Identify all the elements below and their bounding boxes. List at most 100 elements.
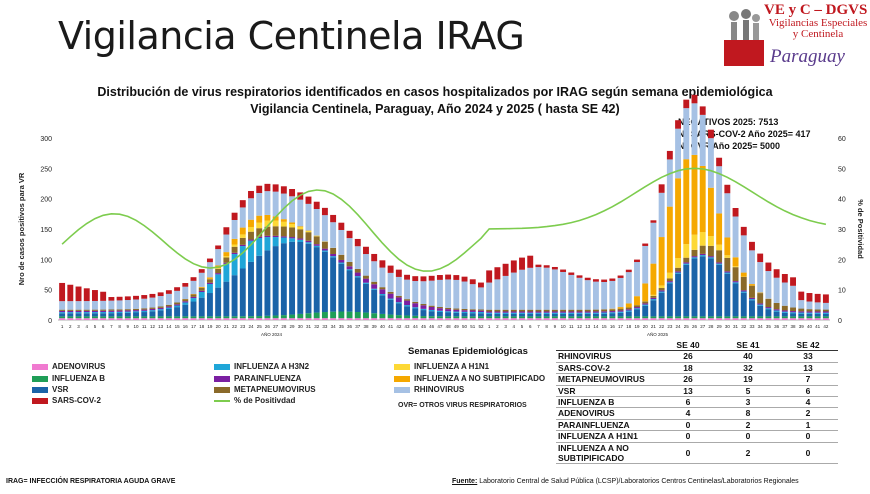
bar-vsr bbox=[494, 313, 501, 317]
x-tick-label: 39 bbox=[799, 324, 805, 329]
bar-h3n2 bbox=[617, 311, 624, 313]
bar-no_subtip bbox=[264, 214, 271, 221]
bar-influenza_b bbox=[182, 316, 189, 319]
x-tick-label: 28 bbox=[708, 324, 714, 329]
bar-influenza_b bbox=[560, 316, 567, 319]
x-tick-label: 25 bbox=[257, 324, 263, 329]
table-row: SARS-COV-2 18 32 13 bbox=[556, 362, 838, 374]
bar-influenza_b bbox=[584, 316, 591, 319]
source-note: Fuente: Laboratorio Central de Salud Púb… bbox=[452, 478, 799, 485]
bar-h1n1 bbox=[297, 227, 304, 230]
x-tick-label: 22 bbox=[232, 324, 238, 329]
bar-rhinovirus bbox=[124, 300, 131, 310]
bar-h3n2 bbox=[157, 309, 164, 311]
bar-influenza_b bbox=[330, 311, 337, 319]
bar-influenza_b bbox=[116, 316, 123, 319]
bar-adenovirus bbox=[280, 318, 287, 320]
bar-vsr bbox=[650, 300, 657, 317]
bar-influenza_b bbox=[141, 316, 148, 319]
bar-metapneumovirus bbox=[822, 309, 829, 312]
bar-adenovirus bbox=[420, 318, 427, 320]
bar-adenovirus bbox=[461, 318, 468, 320]
bar-metapneumovirus bbox=[141, 308, 148, 310]
bar-metapneumovirus bbox=[543, 309, 550, 312]
bar-influenza_b bbox=[321, 312, 328, 319]
bar-vsr bbox=[395, 303, 402, 316]
legend-parainfluenza: PARAINFLUENZA bbox=[214, 374, 301, 384]
bar-h3n2 bbox=[92, 312, 98, 314]
legend-label-influenza-b: INFLUENZA B bbox=[52, 374, 106, 383]
bar-rhinovirus bbox=[92, 300, 98, 310]
x-tick-label: 11 bbox=[569, 324, 574, 329]
bar-influenza_b bbox=[297, 313, 304, 319]
bar-rhinovirus bbox=[543, 267, 550, 310]
bar-vsr bbox=[412, 308, 419, 316]
bar-h1n1 bbox=[256, 222, 263, 229]
bar-adenovirus bbox=[371, 318, 378, 320]
ovr-note: OVR= OTROS VIRUS RESPIRATORIOS bbox=[398, 402, 527, 409]
bar-adenovirus bbox=[560, 318, 567, 320]
legend-sars: SARS-COV-2 bbox=[32, 396, 101, 406]
bar-no_subtip bbox=[757, 292, 764, 294]
bar-vsr bbox=[387, 299, 394, 315]
bar-influenza_b bbox=[699, 316, 706, 319]
bar-parainfluenza bbox=[699, 253, 706, 256]
table-header bbox=[556, 340, 658, 352]
bar-sars bbox=[67, 284, 74, 302]
y2-axis-title: % de Positividad bbox=[856, 199, 865, 259]
table-cell-name: METAPNEUMOVIRUS bbox=[558, 374, 645, 385]
bar-rhinovirus bbox=[363, 254, 369, 276]
bar-adenovirus bbox=[765, 318, 772, 320]
bar-rhinovirus bbox=[280, 193, 287, 220]
y2-tick-label: 30 bbox=[838, 227, 846, 234]
bar-sars bbox=[666, 150, 673, 160]
bar-vsr bbox=[436, 311, 443, 317]
bar-h3n2 bbox=[428, 309, 435, 312]
bar-sars bbox=[231, 212, 238, 220]
bar-sars bbox=[363, 246, 369, 255]
bar-parainfluenza bbox=[814, 311, 821, 313]
bar-metapneumovirus bbox=[59, 309, 66, 311]
bar-parainfluenza bbox=[494, 311, 501, 313]
bar-sars bbox=[650, 220, 657, 223]
table-cell: 7 bbox=[805, 374, 811, 385]
bar-vsr bbox=[174, 307, 181, 317]
bar-sars bbox=[822, 294, 829, 303]
bar-metapneumovirus bbox=[650, 295, 657, 298]
bar-vsr bbox=[83, 313, 90, 317]
bar-vsr bbox=[453, 312, 460, 317]
bar-metapneumovirus bbox=[494, 309, 501, 312]
bar-rhinovirus bbox=[198, 272, 205, 287]
bar-sars bbox=[601, 279, 608, 282]
x-tick-label: 2 bbox=[496, 324, 499, 329]
bar-parainfluenza bbox=[798, 311, 805, 313]
x-tick-label: 7 bbox=[537, 324, 540, 329]
bar-parainfluenza bbox=[790, 311, 796, 313]
bar-rhinovirus bbox=[133, 299, 139, 309]
bar-rhinovirus bbox=[683, 108, 690, 160]
x-tick-label: 46 bbox=[429, 324, 435, 329]
bar-h3n2 bbox=[141, 310, 148, 313]
bar-adenovirus bbox=[321, 318, 328, 320]
bar-vsr bbox=[59, 313, 66, 317]
bar-metapneumovirus bbox=[666, 278, 673, 282]
bar-metapneumovirus bbox=[346, 261, 353, 267]
bar-adenovirus bbox=[124, 318, 131, 320]
x-tick-label: 13 bbox=[158, 324, 164, 329]
bar-sars bbox=[305, 196, 312, 204]
bar-sars bbox=[724, 184, 731, 194]
bar-vsr bbox=[478, 313, 484, 317]
table-cell: 18 bbox=[683, 362, 693, 373]
x-tick-label: 9 bbox=[127, 324, 130, 329]
bar-sars bbox=[765, 262, 772, 272]
bar-rhinovirus bbox=[814, 302, 821, 310]
table-row: INFLUENZA A H1N1 0 0 0 bbox=[556, 431, 838, 443]
x-tick-label: 37 bbox=[782, 324, 788, 329]
table-cell: 4 bbox=[805, 397, 811, 408]
bar-influenza_b bbox=[165, 316, 172, 319]
bar-no_subtip bbox=[272, 216, 279, 221]
bar-adenovirus bbox=[568, 318, 575, 320]
bar-metapneumovirus bbox=[535, 309, 542, 312]
x-tick-label: 14 bbox=[166, 324, 172, 329]
bar-rhinovirus bbox=[519, 269, 525, 310]
